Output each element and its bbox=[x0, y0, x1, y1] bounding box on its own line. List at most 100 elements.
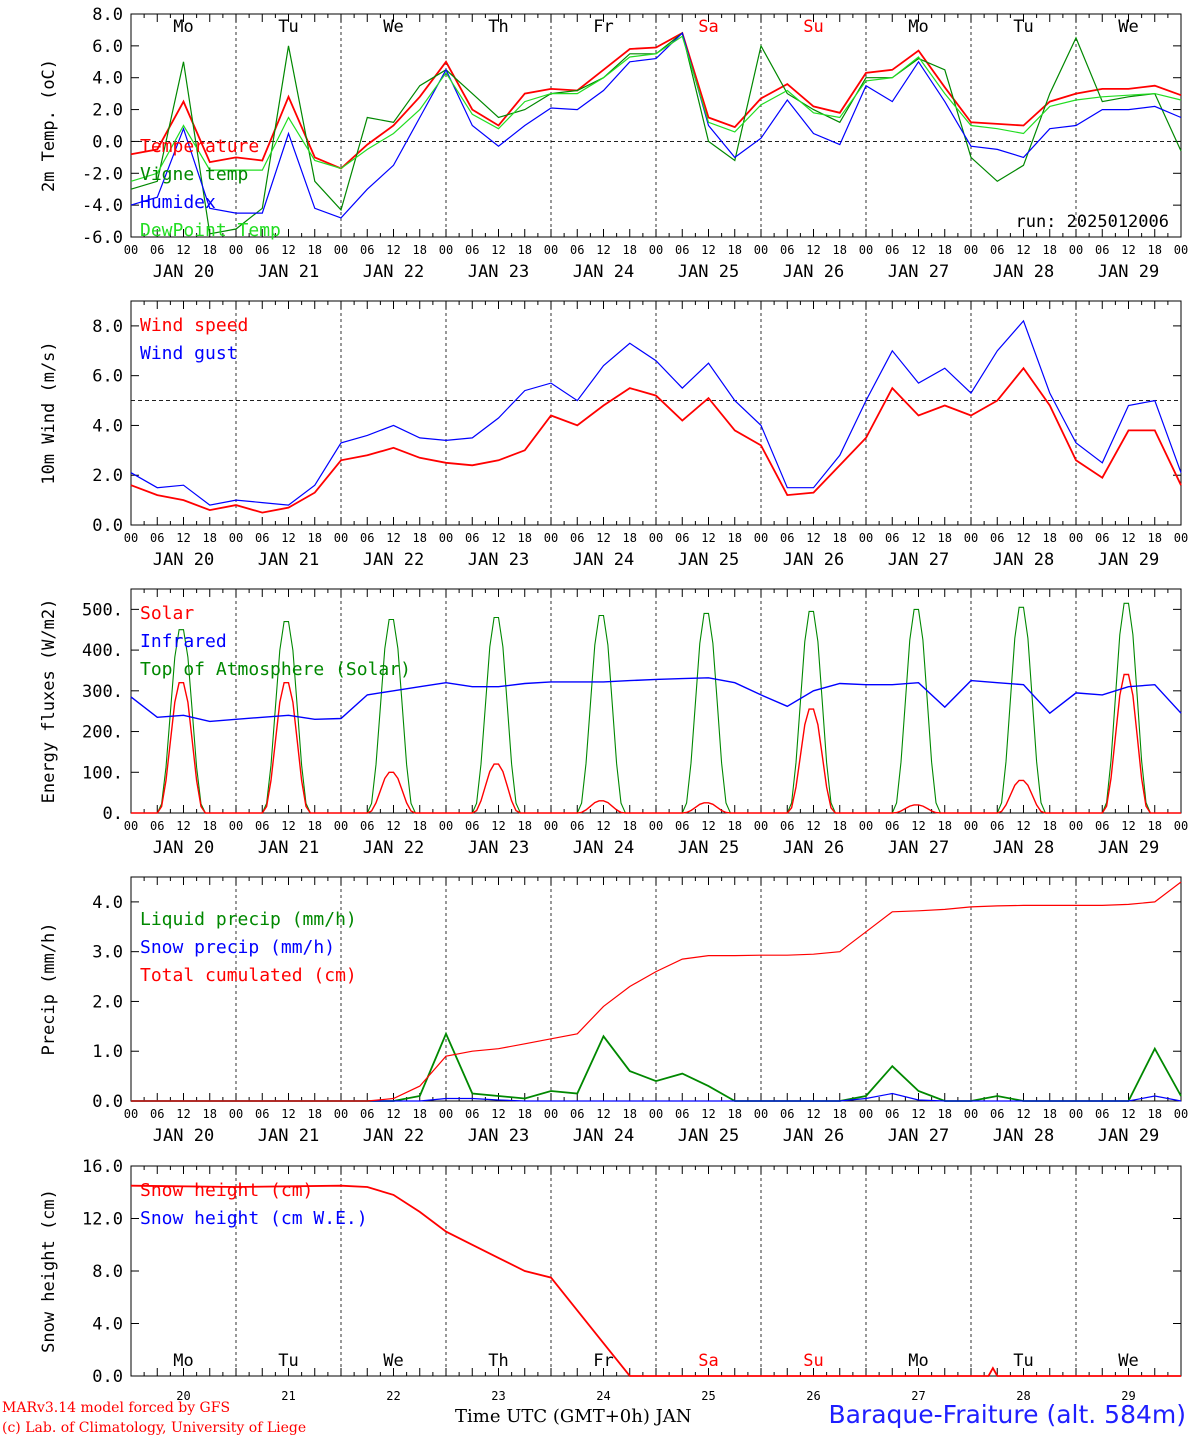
y-tick-label: 2.0 bbox=[92, 101, 123, 121]
hour-tick-label: 12 bbox=[596, 531, 610, 545]
weekday-label: Fr bbox=[593, 17, 613, 37]
hour-tick-label: 00 bbox=[439, 531, 453, 545]
panel-2-frame bbox=[130, 300, 1182, 526]
hour-tick-label: 06 bbox=[675, 1107, 689, 1121]
hour-tick-label: 18 bbox=[413, 243, 427, 257]
hour-tick-label: 06 bbox=[150, 243, 164, 257]
hour-tick-label: 00 bbox=[229, 531, 243, 545]
day-date-label: JAN 28 bbox=[993, 262, 1054, 282]
hour-tick-label: 18 bbox=[833, 243, 847, 257]
day-date-label: JAN 29 bbox=[1098, 262, 1159, 282]
hour-tick-label: 00 bbox=[754, 531, 768, 545]
hour-tick-label: 00 bbox=[124, 243, 138, 257]
hour-tick-label: 18 bbox=[518, 531, 532, 545]
weekday-label: Sa bbox=[698, 1351, 718, 1371]
day-date-label: JAN 24 bbox=[573, 838, 634, 858]
y-tick-label: 100. bbox=[82, 763, 123, 783]
hour-tick-label: 00 bbox=[229, 243, 243, 257]
legend-snow-height-cm-: Snow height (cm) bbox=[140, 1180, 313, 1201]
y-tick-label: 12.0 bbox=[82, 1210, 123, 1230]
hour-tick-label: 18 bbox=[1043, 819, 1057, 833]
day-date-label: JAN 23 bbox=[468, 838, 529, 858]
hour-tick-label: 00 bbox=[544, 531, 558, 545]
hour-tick-label: 18 bbox=[623, 1107, 637, 1121]
hour-tick-label: 12 bbox=[1016, 243, 1030, 257]
y-tick-label: 2.0 bbox=[92, 992, 123, 1012]
hour-tick-label: 12 bbox=[1016, 819, 1030, 833]
hour-tick-label: 06 bbox=[570, 819, 584, 833]
hour-tick-label: 12 bbox=[1121, 819, 1135, 833]
day-date-label: JAN 27 bbox=[888, 550, 949, 570]
hour-tick-label: 06 bbox=[780, 1107, 794, 1121]
hour-tick-label: 06 bbox=[990, 1107, 1004, 1121]
hour-tick-label: 18 bbox=[518, 1107, 532, 1121]
hour-tick-label: 06 bbox=[150, 531, 164, 545]
hour-tick-label: 18 bbox=[833, 1107, 847, 1121]
y-tick-label: 1.0 bbox=[92, 1042, 123, 1062]
hour-tick-label: 18 bbox=[518, 819, 532, 833]
hour-tick-label: 12 bbox=[176, 1107, 190, 1121]
panel-3-ylabel: Energy fluxes (W/m2) bbox=[39, 599, 59, 804]
series-liquid-precip-mm-h- bbox=[131, 1031, 1182, 1102]
hour-tick-label: 12 bbox=[281, 531, 295, 545]
day-date-label: JAN 22 bbox=[363, 550, 424, 570]
y-tick-label: 8.0 bbox=[92, 317, 123, 337]
hour-tick-label: 00 bbox=[334, 1107, 348, 1121]
hour-tick-label: 18 bbox=[728, 819, 742, 833]
hour-tick-label: 18 bbox=[1148, 243, 1162, 257]
hour-tick-label: 12 bbox=[281, 243, 295, 257]
lab-credit: (c) Lab. of Climatology, University of L… bbox=[2, 1420, 307, 1436]
hour-tick-label: 12 bbox=[176, 243, 190, 257]
hour-tick-label: 12 bbox=[176, 531, 190, 545]
hour-tick-label: 06 bbox=[1095, 819, 1109, 833]
legend-wind-speed: Wind speed bbox=[140, 315, 248, 336]
hour-tick-label: 00 bbox=[1069, 1107, 1083, 1121]
y-tick-label: 400. bbox=[82, 641, 123, 661]
hour-tick-label: 12 bbox=[1016, 1107, 1030, 1121]
weekday-label: We bbox=[1118, 1351, 1138, 1371]
hour-tick-label: 00 bbox=[649, 819, 663, 833]
hour-tick-label: 12 bbox=[596, 819, 610, 833]
hour-tick-label: 18 bbox=[938, 819, 952, 833]
y-tick-label: 0.0 bbox=[92, 132, 123, 152]
hour-tick-label: 12 bbox=[911, 1107, 925, 1121]
day-date-label: JAN 20 bbox=[153, 1126, 214, 1146]
y-tick-label: 8.0 bbox=[92, 1262, 123, 1282]
hour-tick-label: 06 bbox=[990, 531, 1004, 545]
hour-tick-label: 18 bbox=[833, 819, 847, 833]
hour-tick-label: 18 bbox=[623, 819, 637, 833]
day-date-label: JAN 27 bbox=[888, 262, 949, 282]
weekday-label: Mo bbox=[908, 17, 928, 37]
hour-tick-label: 06 bbox=[255, 1107, 269, 1121]
hour-tick-label: 18 bbox=[938, 531, 952, 545]
y-tick-label: 0.0 bbox=[92, 1367, 123, 1387]
legend-humidex: Humidex bbox=[140, 192, 216, 213]
model-credit: MARv3.14 model forced by GFS bbox=[2, 1400, 231, 1416]
legend-top-of-atmosphere-solar-: Top of Atmosphere (Solar) bbox=[140, 659, 411, 680]
hour-tick-label: 06 bbox=[1095, 243, 1109, 257]
day-number-label: 23 bbox=[491, 1389, 505, 1403]
hour-tick-label: 12 bbox=[911, 819, 925, 833]
series-dewpoint-temp bbox=[130, 35, 1182, 182]
hour-tick-label: 12 bbox=[911, 243, 925, 257]
day-date-label: JAN 22 bbox=[363, 262, 424, 282]
series-snow-height-cm- bbox=[130, 1184, 1181, 1377]
hour-tick-label: 06 bbox=[780, 819, 794, 833]
y-tick-label: 500. bbox=[82, 600, 123, 620]
day-date-label: JAN 28 bbox=[993, 838, 1054, 858]
hour-tick-label: 18 bbox=[938, 1107, 952, 1121]
panel-4-ylabel: Precip (mm/h) bbox=[39, 922, 59, 1055]
day-date-label: JAN 29 bbox=[1098, 550, 1159, 570]
y-tick-label: 4.0 bbox=[92, 416, 123, 436]
hour-tick-label: 12 bbox=[701, 819, 715, 833]
hour-tick-label: 00 bbox=[124, 531, 138, 545]
hour-tick-label: 18 bbox=[308, 1107, 322, 1121]
day-date-label: JAN 21 bbox=[258, 1126, 319, 1146]
hour-tick-label: 00 bbox=[1069, 819, 1083, 833]
hour-tick-label: 06 bbox=[360, 243, 374, 257]
hour-tick-label: 06 bbox=[885, 819, 899, 833]
hour-tick-label: 00 bbox=[754, 1107, 768, 1121]
day-number-label: 24 bbox=[596, 1389, 610, 1403]
hour-tick-label: 00 bbox=[649, 1107, 663, 1121]
